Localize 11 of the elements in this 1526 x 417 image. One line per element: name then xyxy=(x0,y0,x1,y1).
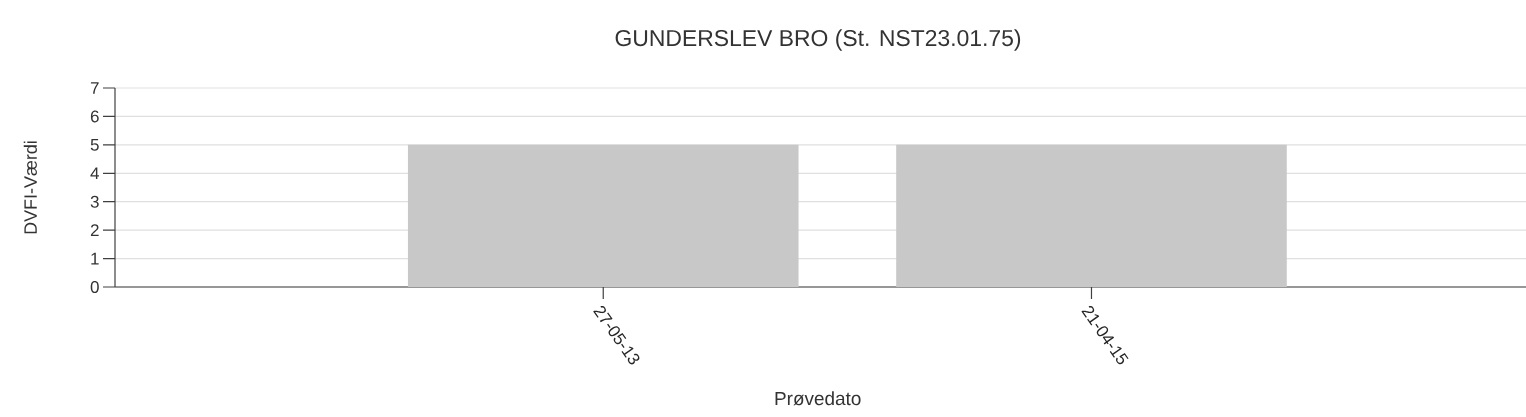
y-axis-title: DVFI-Værdi xyxy=(23,141,37,234)
y-tick-label: 7 xyxy=(90,82,99,94)
y-tick-label: 0 xyxy=(90,281,99,293)
y-tick-label: 6 xyxy=(90,110,99,123)
chart-title: GUNDERSLEV BRO (St. NST23.01.75) xyxy=(615,29,1021,51)
y-tick-label: 5 xyxy=(90,138,99,151)
y-tick-label: 2 xyxy=(90,224,99,237)
x-axis-title: Prøvedato xyxy=(775,391,861,406)
y-tick-label: 1 xyxy=(91,252,99,265)
y-tick-label: 3 xyxy=(90,195,99,208)
y-tick-label: 4 xyxy=(90,167,99,180)
